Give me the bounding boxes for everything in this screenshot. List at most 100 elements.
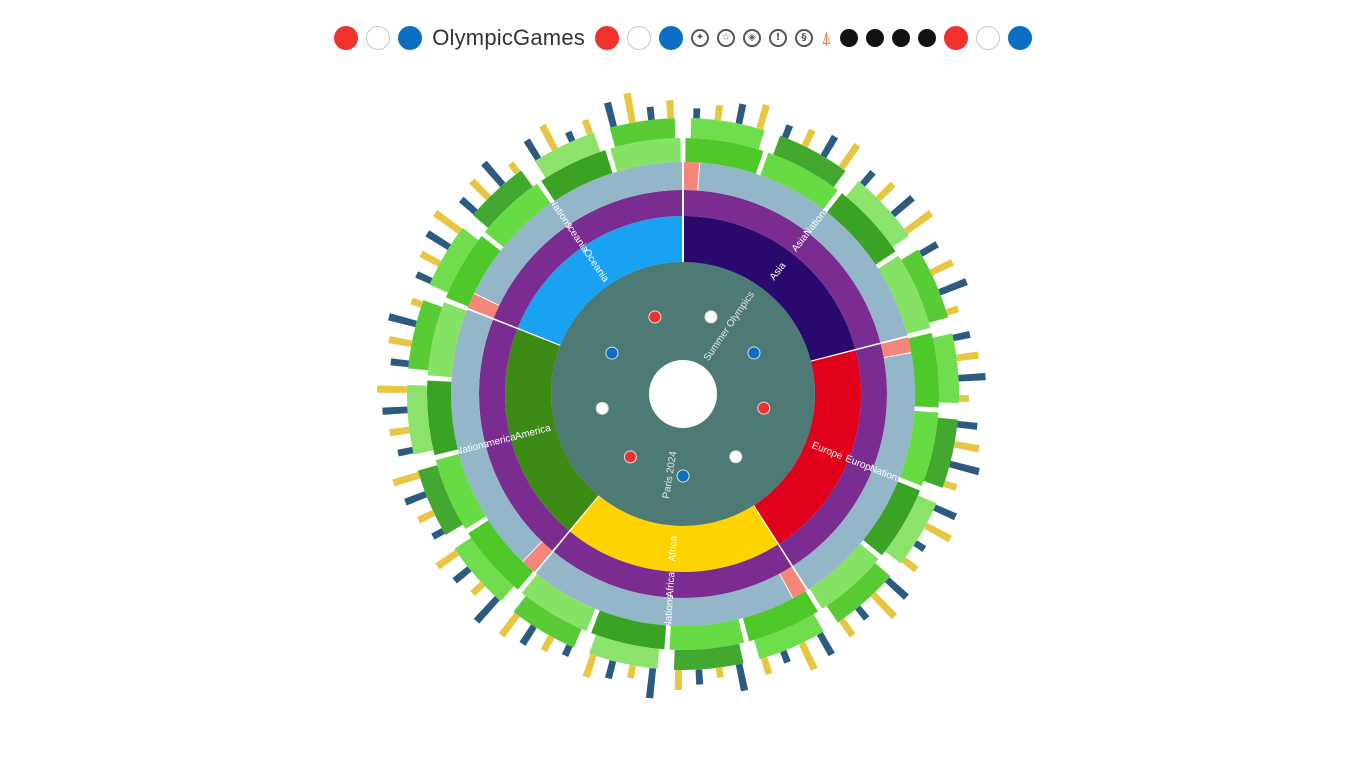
blue-ring-icon <box>658 26 683 50</box>
spike-arc <box>397 446 414 457</box>
highlight-arc <box>522 541 553 573</box>
spike-arc <box>860 170 876 187</box>
outer-arc <box>826 563 891 623</box>
level3-arc <box>474 162 683 306</box>
level3-label: Nations <box>663 594 676 629</box>
spike-arc <box>452 566 472 584</box>
spike-arc <box>820 134 839 159</box>
spike-arc <box>458 196 478 215</box>
red-ring-icon <box>943 26 968 50</box>
outer-arc <box>513 596 582 648</box>
spike-arc <box>473 595 500 624</box>
outer-arc <box>690 118 765 150</box>
pictogram-3-icon: ◈ <box>742 29 761 47</box>
spike-arc <box>539 123 558 152</box>
spike-arc <box>801 128 816 148</box>
continent-label: Africa <box>667 535 680 562</box>
continent-arc <box>517 216 683 345</box>
spike-arc <box>714 104 724 121</box>
outer-arc <box>534 132 601 179</box>
highlight-arc <box>779 566 807 599</box>
continent-arc <box>505 329 599 531</box>
level3-arc <box>792 353 915 590</box>
spike-arc <box>470 581 486 597</box>
spike-arc <box>519 624 537 646</box>
spike-arc <box>956 420 978 430</box>
outer-arc <box>885 495 937 564</box>
outer-arc <box>673 643 744 670</box>
spike-arc <box>388 336 413 347</box>
spike-arc <box>919 241 939 257</box>
outer-arc <box>878 255 931 335</box>
outer-arc <box>669 619 745 650</box>
outer-arc <box>901 249 949 323</box>
spike-arc <box>603 101 617 128</box>
black-dot-icon <box>891 29 910 47</box>
spike-arc <box>838 617 856 638</box>
spike-arc <box>735 663 749 692</box>
spike-arc <box>382 406 408 415</box>
hub-dot <box>623 450 637 464</box>
white-ring-icon <box>366 26 391 50</box>
outer-arc <box>760 152 838 210</box>
outer-arc <box>417 465 463 535</box>
spike-arc <box>390 358 410 368</box>
spike-arc <box>582 653 597 678</box>
chart-title: OlympicGames <box>432 25 585 50</box>
spike-arc <box>875 181 896 202</box>
spike-arc <box>469 178 492 201</box>
outer-arc <box>589 634 660 669</box>
spike-arc <box>870 591 898 620</box>
outer-arc <box>435 453 486 530</box>
outer-arc <box>591 610 667 650</box>
spike-arc <box>816 632 835 657</box>
white-ring-icon <box>626 26 651 50</box>
spike-arc <box>929 258 955 276</box>
level2-arc <box>778 344 887 566</box>
spike-arc <box>760 656 773 676</box>
outer-arc <box>685 138 764 174</box>
outer-arc <box>521 574 596 632</box>
highlight-arc <box>683 162 700 191</box>
outer-arc <box>923 417 958 488</box>
spike-arc <box>674 669 682 690</box>
spike-arc <box>949 460 980 476</box>
pictogram-2-icon: ☆ <box>716 29 735 47</box>
outer-arc <box>427 380 458 456</box>
spike-arc <box>913 540 927 552</box>
white-ring-icon <box>975 26 1000 50</box>
outer-arc <box>610 138 681 172</box>
spike-arc <box>410 297 424 308</box>
spike-arc <box>838 142 861 170</box>
spike-arc <box>890 195 915 218</box>
spike-arc <box>623 92 636 124</box>
outer-arc <box>427 302 467 378</box>
level2-arc <box>493 190 683 328</box>
spike-arc <box>435 549 460 570</box>
spike-arc <box>666 100 674 119</box>
chart-header: OlympicGames ✦ ☆ ◈ ! § ⍋ <box>0 22 1366 54</box>
hub-dot <box>605 346 619 360</box>
spike-arc <box>735 103 747 125</box>
spike-arc <box>952 331 971 342</box>
outer-arc <box>408 300 443 371</box>
hub-dot <box>595 401 609 415</box>
spike-arc <box>565 130 576 143</box>
level3-arc <box>451 309 542 562</box>
spike-arc <box>904 210 934 235</box>
spike-arc <box>646 106 655 121</box>
hub-dot <box>747 346 761 360</box>
spike-arc <box>507 161 521 175</box>
outer-arc <box>445 235 501 307</box>
black-dot-icon <box>865 29 884 47</box>
spike-arc <box>958 372 986 382</box>
spike-arc <box>377 385 408 393</box>
continent-arc <box>683 216 856 361</box>
outer-arc <box>407 384 434 455</box>
level2-arc <box>479 319 569 551</box>
spike-arc <box>693 108 701 119</box>
hub-dot <box>704 310 718 324</box>
outer-arc <box>541 150 613 201</box>
level2-arc <box>553 531 792 598</box>
spike-arc <box>901 557 919 573</box>
